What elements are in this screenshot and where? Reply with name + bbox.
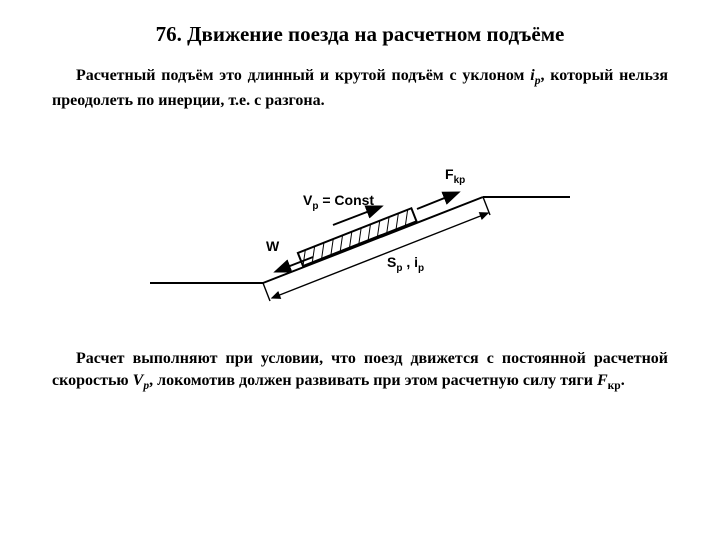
para2-text-end: .	[621, 372, 625, 389]
label-sp-ip: Sp , ip	[387, 254, 424, 274]
vp-arrow	[333, 207, 380, 225]
para2-text-mid: , локомотив должен развивать при этом ра…	[149, 372, 597, 389]
para2-f-subscript: кр	[608, 380, 621, 392]
para1-text-a: Расчетный подъём это длинный и крутой по…	[76, 67, 530, 84]
label-w: W	[266, 238, 280, 254]
para2-variable-f: F	[597, 372, 608, 389]
label-fkr: Fkp	[445, 166, 465, 186]
train-incline-diagram: Vp = Const Fkp W Sp , ip	[145, 135, 575, 310]
page-title: 76. Движение поезда на расчетном подъёме	[52, 22, 668, 47]
para2-variable-v: V	[133, 372, 144, 389]
calculation-paragraph: Расчет выполняют при условии, что поезд …	[52, 348, 668, 394]
fkr-arrow	[417, 193, 457, 209]
label-vp-const: Vp = Const	[303, 192, 374, 212]
diagram-container: Vp = Const Fkp W Sp , ip	[52, 135, 668, 310]
train-body	[298, 209, 417, 267]
dim-tick-left	[263, 283, 270, 301]
dim-tick-right	[483, 197, 490, 215]
intro-paragraph: Расчетный подъём это длинный и крутой по…	[52, 65, 668, 111]
